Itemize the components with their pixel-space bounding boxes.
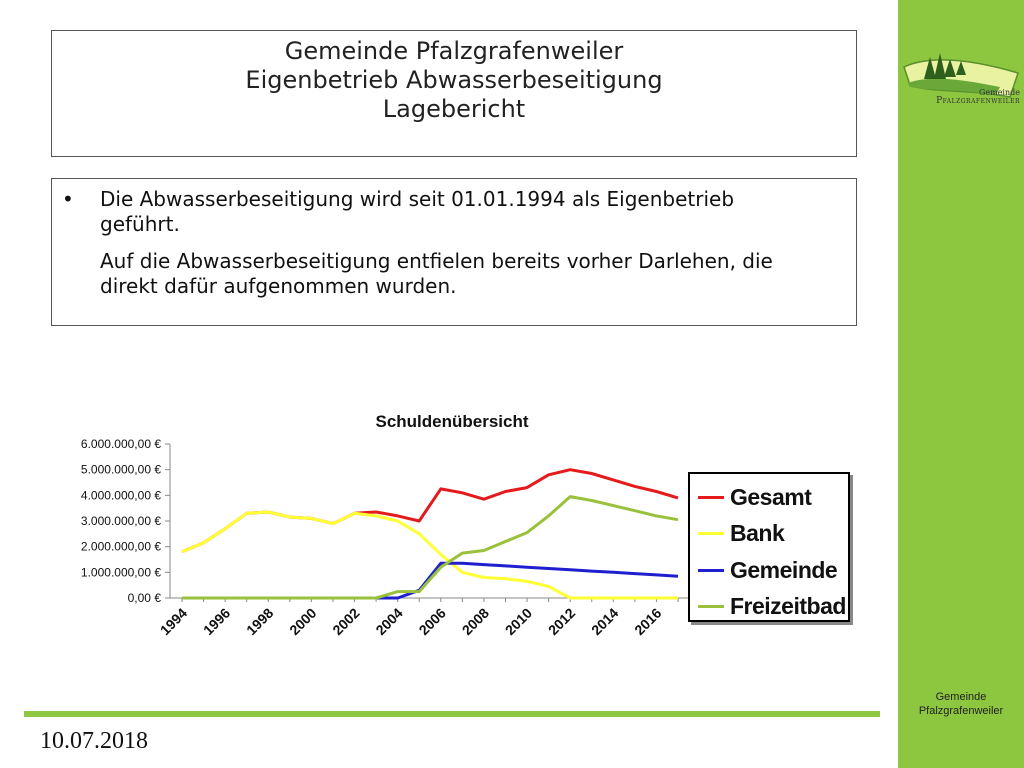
series-line-freizeitbad (182, 495, 679, 600)
y-tick-label: 4.000.000,00 € (81, 488, 161, 502)
series-line-gesamt (181, 468, 679, 554)
footer-divider (24, 711, 880, 717)
sidebar-footer: Gemeinde Pfalzgrafenweiler (905, 690, 1017, 718)
x-tick-label: 2006 (416, 605, 449, 638)
title-line-3: Lagebericht (382, 95, 526, 123)
legend-label-gesamt: Gesamt (730, 484, 812, 510)
y-tick-label: 1.000.000,00 € (81, 565, 161, 579)
municipality-logo (903, 53, 1019, 98)
title-line-2: Eigenbetrieb Abwasserbeseitigung (245, 66, 663, 94)
legend-item-freizeitbad: Freizeitbad (698, 591, 848, 621)
x-tick-label: 1994 (157, 605, 190, 638)
paragraph-text: Auf die Abwasserbeseitigung entfielen be… (100, 249, 773, 298)
logo-text: Gemeinde Pfalzgrafenweiler (928, 88, 1020, 106)
sidebar-footer-line-2: Pfalzgrafenweiler (918, 705, 1004, 717)
tree-icon (924, 53, 966, 79)
title-line-1: Gemeinde Pfalzgrafenweiler (284, 37, 624, 65)
x-tick-label: 1998 (243, 605, 276, 638)
logo-line-1: Gemeinde (978, 88, 1020, 97)
slide-date: 10.07.2018 (40, 728, 148, 754)
legend-swatch-gesamt (698, 496, 724, 499)
chart-legend: Gesamt Bank Gemeinde Freizeitbad (688, 472, 850, 622)
sidebar-footer-line-1: Gemeinde (935, 691, 987, 703)
x-tick-label: 2002 (329, 605, 362, 638)
debt-line-chart: Schuldenübersicht 0,00 € 1.000.000,00 € 2.0… (81, 412, 690, 638)
legend-label-bank: Bank (730, 520, 785, 546)
title-box: Gemeinde Pfalzgrafenweiler Eigenbetrieb … (51, 30, 857, 157)
x-tick-label: 2004 (372, 605, 405, 638)
series-line-bank (181, 510, 678, 600)
sidebar-band (898, 0, 1024, 768)
y-tick-label: 5.000.000,00 € (81, 463, 161, 477)
x-tick-label: 2012 (545, 605, 578, 638)
legend-item-gesamt: Gesamt (698, 482, 848, 512)
legend-item-gemeinde: Gemeinde (698, 555, 848, 585)
y-tick-label: 3.000.000,00 € (81, 514, 161, 528)
bullet-text: Die Abwasserbeseitigung wird seit 01.01.… (100, 187, 735, 236)
x-tick-label: 1996 (200, 605, 233, 638)
legend-swatch-freizeitbad (698, 605, 724, 608)
content-box: • Die Abwasserbeseitigung wird seit 01.0… (51, 178, 857, 326)
logo-line-2: Pfalzgrafenweiler (936, 96, 1020, 106)
legend-label-gemeinde: Gemeinde (730, 557, 838, 583)
chart-title: Schuldenübersicht (375, 412, 528, 431)
x-tick-label: 2016 (631, 605, 664, 638)
legend-swatch-bank (698, 532, 724, 535)
legend-swatch-gemeinde (698, 569, 724, 572)
y-tick-label: 2.000.000,00 € (81, 540, 161, 554)
x-tick-label: 2014 (588, 605, 621, 638)
legend-label-freizeitbad: Freizeitbad (730, 593, 846, 619)
x-tick-label: 2008 (459, 605, 492, 638)
x-tick-label: 2010 (502, 605, 535, 638)
x-tick-label: 2000 (286, 605, 319, 638)
y-tick-label: 6.000.000,00 € (81, 437, 161, 451)
logo-hill (908, 78, 1000, 95)
legend-item-bank: Bank (698, 518, 848, 548)
y-tick-label: 0,00 € (128, 591, 162, 605)
bullet-marker: • (62, 187, 74, 211)
